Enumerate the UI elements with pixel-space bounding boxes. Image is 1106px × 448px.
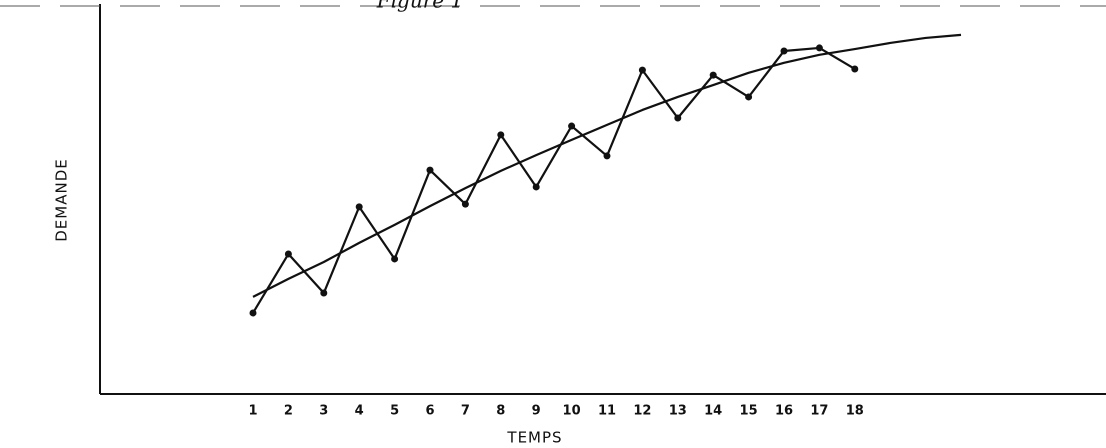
point bbox=[780, 47, 788, 55]
point bbox=[284, 250, 292, 258]
x-tick-label: 17 bbox=[810, 404, 828, 419]
point bbox=[497, 131, 505, 139]
point bbox=[568, 122, 576, 130]
point bbox=[320, 289, 328, 297]
point bbox=[249, 309, 257, 317]
line bbox=[252, 46, 856, 314]
point bbox=[745, 93, 753, 101]
point bbox=[391, 255, 399, 263]
x-tick-label: 1 bbox=[248, 404, 257, 419]
x-tick-label: 13 bbox=[669, 404, 687, 419]
point bbox=[532, 183, 540, 191]
point bbox=[426, 166, 434, 174]
chart-title: Figure 1 bbox=[376, 0, 463, 13]
point bbox=[674, 114, 682, 122]
x-tick-label: 9 bbox=[532, 404, 541, 419]
x-tick-label: 10 bbox=[563, 404, 581, 419]
x-tick-label: 8 bbox=[496, 404, 505, 419]
x-tick-label: 2 bbox=[284, 404, 293, 419]
line bbox=[252, 33, 962, 298]
x-tick-label: 11 bbox=[598, 404, 616, 419]
x-tick-label: 5 bbox=[390, 404, 399, 419]
x-tick-label: 16 bbox=[775, 404, 793, 419]
point bbox=[815, 44, 823, 52]
y-axis-label: DEMANDE bbox=[53, 158, 71, 241]
x-tick-label: 4 bbox=[355, 404, 364, 419]
x-tick-label: 12 bbox=[633, 404, 651, 419]
x-tick-label: 14 bbox=[704, 404, 722, 419]
x-tick-label: 18 bbox=[846, 404, 864, 419]
x-axis-label: TEMPS bbox=[506, 429, 562, 447]
x-tick-label: 3 bbox=[319, 404, 328, 419]
x-tick-label: 7 bbox=[461, 404, 470, 419]
point bbox=[603, 152, 611, 160]
point bbox=[638, 66, 646, 74]
point bbox=[355, 203, 363, 211]
x-tick-label: 6 bbox=[425, 404, 434, 419]
point bbox=[851, 65, 859, 73]
x-tick-label: 15 bbox=[740, 404, 758, 419]
point bbox=[461, 200, 469, 208]
point bbox=[709, 71, 717, 79]
